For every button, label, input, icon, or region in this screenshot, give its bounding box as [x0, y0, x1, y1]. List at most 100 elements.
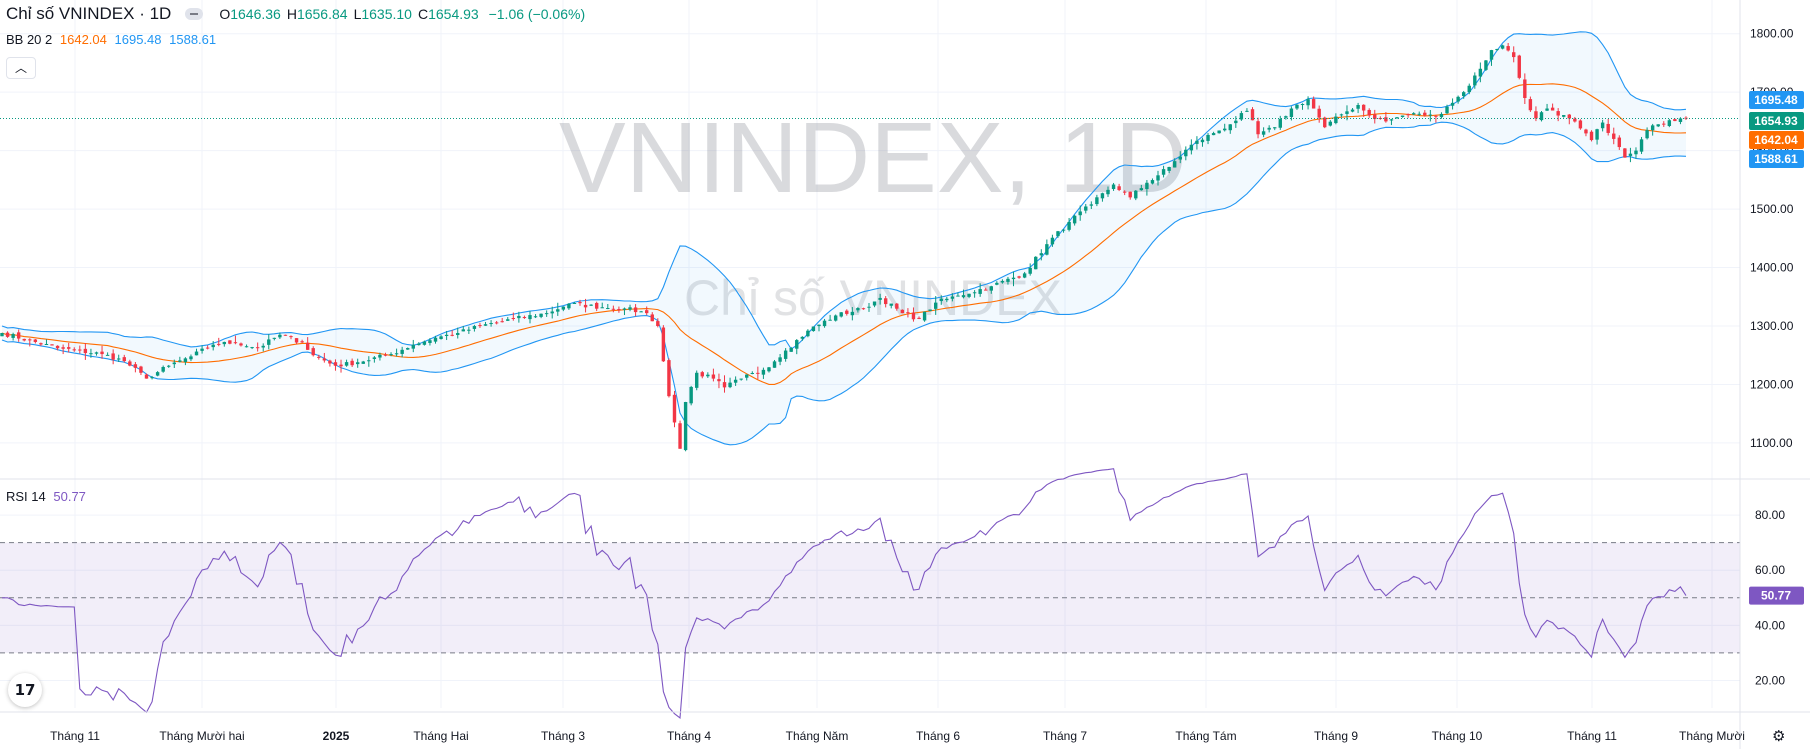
candle-body	[1484, 60, 1488, 70]
collapse-legend-button[interactable]: ︿	[6, 57, 36, 79]
candle-body	[1417, 113, 1421, 115]
candle-body	[1306, 99, 1310, 106]
chevron-up-icon: ︿	[14, 61, 27, 75]
candle-body	[922, 311, 927, 321]
candle-body	[494, 322, 499, 324]
tradingview-logo[interactable]: 17	[8, 673, 42, 707]
candle-body	[1323, 117, 1327, 128]
candle-body	[1339, 114, 1344, 116]
candle-body	[1095, 197, 1099, 205]
last-price-tag: 1654.93	[1749, 112, 1804, 130]
candle-body	[83, 348, 88, 354]
candle-body	[1011, 277, 1016, 280]
candle-body	[911, 312, 916, 320]
candle-body	[1473, 75, 1477, 86]
candle-body	[400, 349, 404, 354]
bb-legend[interactable]: BB 20 2 1642.04 1695.48 1588.61	[6, 32, 216, 47]
price-change: −1.06 (−0.06%)	[488, 6, 586, 22]
rsi-legend[interactable]: RSI 14 50.77	[6, 489, 86, 504]
time-tick-label: Tháng 6	[916, 729, 960, 743]
bb-upper-tag: 1695.48	[1749, 91, 1804, 109]
candle-body	[1489, 50, 1494, 60]
symbol-title[interactable]: Chỉ số VNINDEX · 1D	[6, 4, 172, 23]
candle-body	[417, 343, 421, 346]
candle-body	[528, 315, 532, 320]
candle-body	[1317, 108, 1321, 118]
candle-body	[722, 382, 727, 388]
candle-body	[22, 338, 26, 341]
candle-body	[872, 301, 877, 306]
candle-body	[1134, 190, 1138, 199]
candle-body	[650, 314, 654, 322]
candle-body	[500, 321, 504, 323]
candle-body	[456, 333, 460, 335]
candle-body	[533, 316, 538, 318]
candle-body	[639, 311, 643, 313]
candle-body	[767, 367, 771, 372]
candle-body	[572, 302, 577, 304]
minimize-button[interactable]	[185, 8, 204, 21]
candle-body	[1139, 188, 1144, 191]
candle-body	[233, 342, 238, 344]
candle-body	[178, 360, 182, 362]
candle-body	[1084, 206, 1088, 211]
candle-body	[372, 357, 377, 359]
candle-body	[1184, 149, 1188, 157]
candle-body	[889, 303, 893, 306]
time-tick-label: Tháng 11	[50, 729, 100, 743]
candle-body	[1150, 180, 1155, 184]
candle-body	[11, 334, 15, 338]
candle-body	[1411, 113, 1416, 115]
candle-body	[1345, 111, 1349, 114]
candle-body	[1373, 114, 1377, 120]
candle-body	[1456, 96, 1460, 102]
candle-body	[1617, 137, 1622, 148]
candle-body	[139, 366, 143, 373]
candle-body	[1584, 129, 1588, 134]
candle-body	[683, 402, 688, 451]
candle-body	[105, 354, 110, 356]
candle-body	[1067, 221, 1071, 230]
candle-body	[695, 372, 699, 388]
candle-body	[945, 298, 949, 301]
candle-body	[1156, 175, 1160, 181]
candle-body	[1284, 116, 1288, 118]
candle-body	[1395, 117, 1399, 119]
candle-body	[1567, 114, 1571, 119]
candle-body	[1228, 124, 1232, 131]
candle-body	[272, 337, 277, 339]
candle-body	[1278, 119, 1282, 128]
candle-body	[39, 343, 43, 345]
candle-body	[283, 334, 288, 336]
candle-body	[1634, 150, 1638, 155]
candle-body	[606, 308, 610, 310]
candle-body	[578, 302, 582, 304]
candle-body	[1539, 112, 1544, 121]
bollinger-bands	[1, 31, 1687, 446]
candle-body	[867, 306, 871, 308]
candle-body	[72, 349, 76, 351]
candle-body	[1361, 104, 1366, 111]
gear-icon[interactable]: ⚙	[1772, 728, 1786, 745]
candle-body	[1328, 121, 1333, 126]
candle-body	[1100, 193, 1105, 199]
candle-body	[1350, 109, 1355, 112]
candle-body	[383, 354, 388, 356]
candle-body	[394, 353, 399, 355]
candle-body	[167, 365, 171, 367]
candle-body	[0, 333, 4, 337]
rsi-tick-label: 80.00	[1755, 508, 1785, 522]
candle-body	[1650, 125, 1655, 131]
candle-body	[984, 289, 988, 291]
candle-body	[995, 282, 999, 285]
candle-body	[1500, 45, 1505, 49]
candle-body	[667, 360, 671, 397]
candle-body	[700, 372, 704, 377]
candle-body	[772, 361, 777, 368]
candle-body	[1645, 130, 1649, 139]
candle-body	[1039, 253, 1044, 256]
time-tick-label: Tháng Tám	[1175, 729, 1236, 743]
candle-body	[1195, 140, 1199, 144]
